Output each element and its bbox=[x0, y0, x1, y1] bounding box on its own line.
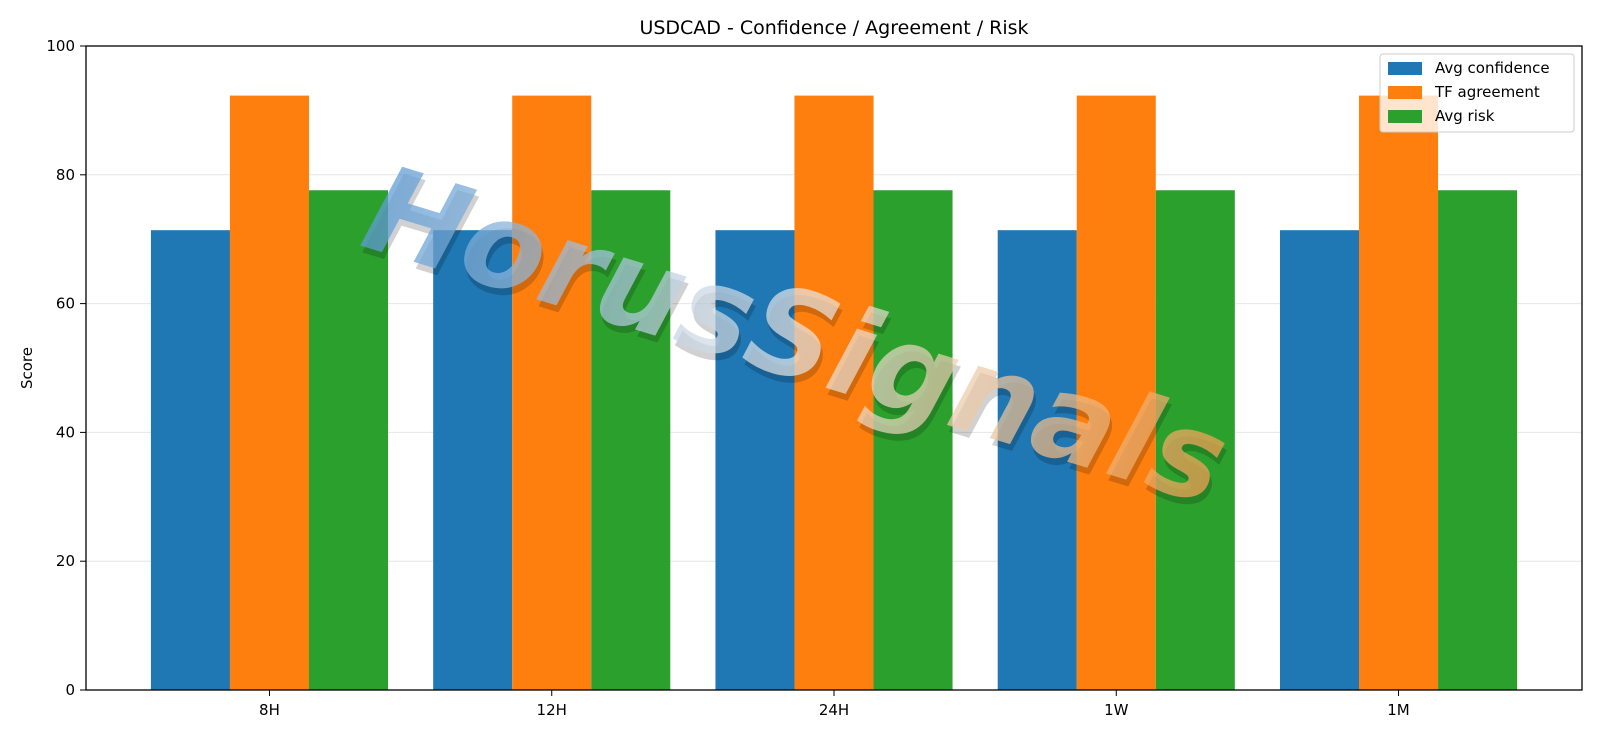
bar-tf-agreement bbox=[229, 95, 309, 690]
bar-tf-agreement bbox=[794, 95, 874, 690]
x-tick-label: 12H bbox=[537, 701, 567, 719]
bar-tf-agreement bbox=[512, 95, 592, 690]
x-tick-label: 1M bbox=[1387, 701, 1410, 719]
legend: Avg confidence TF agreement Avg risk bbox=[1379, 53, 1575, 133]
x-tick-label: 8H bbox=[259, 701, 280, 719]
bar-avg-risk bbox=[591, 190, 671, 691]
bar-avg-risk bbox=[308, 190, 389, 691]
y-tick-label: 80 bbox=[56, 166, 75, 184]
x-tick-label: 1W bbox=[1104, 701, 1129, 719]
y-tick-label: 60 bbox=[56, 295, 75, 313]
bar-avg-confidence bbox=[1279, 230, 1360, 690]
x-tick-label: 24H bbox=[819, 701, 849, 719]
bar-avg-confidence bbox=[433, 230, 513, 690]
chart-title: USDCAD - Confidence / Agreement / Risk bbox=[639, 17, 1028, 39]
x-axis-ticks: 8H 12H 24H 1W 1M bbox=[259, 690, 1410, 719]
bars bbox=[150, 95, 1518, 691]
bar-tf-agreement bbox=[1076, 95, 1156, 690]
y-tick-label: 100 bbox=[46, 37, 75, 55]
bar-avg-confidence bbox=[997, 230, 1077, 690]
bar-avg-risk bbox=[1438, 190, 1518, 691]
legend-swatch bbox=[1388, 62, 1422, 75]
y-tick-label: 0 bbox=[65, 681, 75, 699]
legend-label: TF agreement bbox=[1434, 83, 1540, 101]
bar-avg-confidence bbox=[715, 230, 795, 690]
y-axis-label: Score bbox=[18, 347, 36, 389]
bar-avg-risk bbox=[1155, 190, 1235, 691]
bar-avg-confidence bbox=[150, 230, 230, 690]
legend-swatch bbox=[1388, 86, 1422, 99]
y-tick-label: 20 bbox=[56, 552, 75, 570]
y-tick-label: 40 bbox=[56, 423, 75, 441]
legend-label: Avg risk bbox=[1435, 107, 1495, 125]
bar-avg-risk bbox=[873, 190, 953, 691]
legend-swatch bbox=[1388, 110, 1422, 123]
bar-tf-agreement bbox=[1359, 95, 1439, 690]
legend-label: Avg confidence bbox=[1435, 59, 1550, 77]
legend-box bbox=[1379, 53, 1575, 133]
y-axis-ticks: 0 20 40 60 80 100 bbox=[46, 37, 86, 699]
